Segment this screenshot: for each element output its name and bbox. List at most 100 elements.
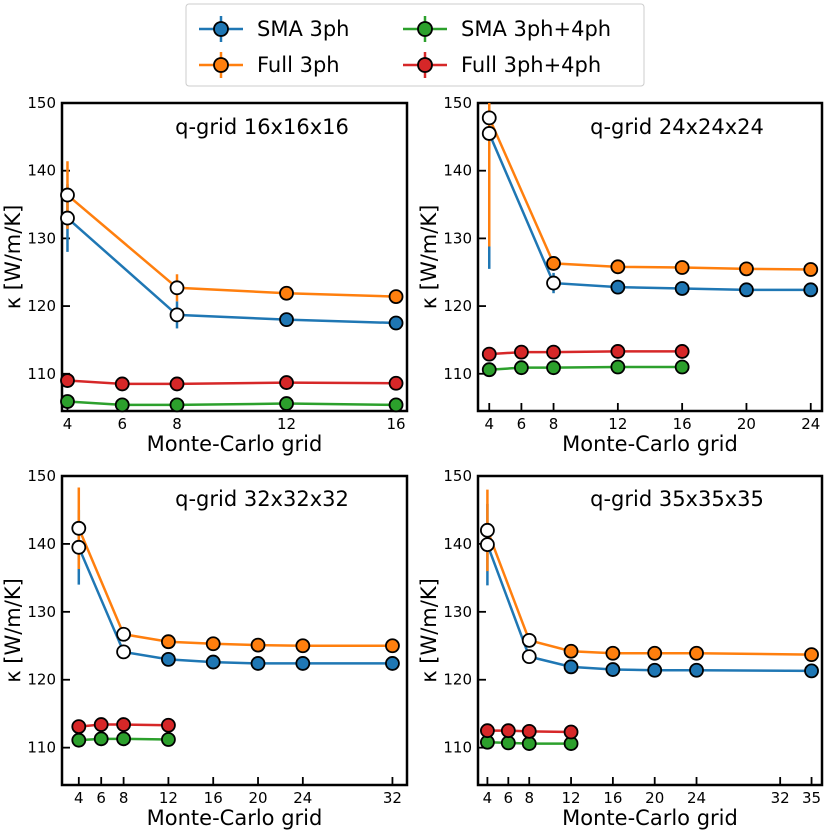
legend-label: Full 3ph+4ph [461, 53, 601, 77]
y-tick-label: 120 [443, 671, 472, 689]
y-tick-label: 130 [443, 229, 472, 247]
y-tick-label: 120 [27, 297, 56, 315]
data-point [521, 649, 537, 665]
series-line [488, 132, 811, 292]
data-point [205, 654, 221, 670]
x-tick-label: 20 [645, 789, 664, 807]
y-tick-label: 120 [443, 297, 472, 315]
panel-title: q-grid 32x32x32 [175, 487, 349, 511]
data-point [647, 662, 663, 678]
y-tick-label: 130 [443, 603, 472, 621]
x-tick-label: 12 [562, 789, 581, 807]
data-point [804, 663, 819, 679]
x-tick-label: 12 [608, 415, 627, 433]
data-point [60, 373, 75, 388]
data-point [647, 645, 663, 661]
data-point [385, 656, 400, 671]
x-tick-label: 8 [119, 789, 129, 807]
data-point [674, 281, 690, 296]
legend-marker [417, 21, 433, 37]
data-point [481, 126, 497, 141]
data-point [169, 307, 185, 323]
x-tick-label: 16 [204, 789, 223, 807]
data-point [388, 289, 404, 305]
y-tick-label: 120 [27, 671, 56, 689]
data-point [521, 723, 537, 739]
data-point [93, 731, 109, 747]
data-point [279, 396, 294, 411]
x-tick-label: 16 [387, 415, 406, 433]
data-point [480, 723, 495, 739]
y-tick-label: 110 [27, 739, 56, 757]
data-point [114, 397, 130, 413]
x-tick-label: 6 [96, 789, 106, 807]
x-tick-label: 20 [737, 415, 756, 433]
x-tick-label: 8 [549, 415, 559, 433]
data-point [514, 360, 529, 376]
series-line [78, 737, 169, 742]
data-point [60, 210, 75, 226]
x-axis-label: Monte-Carlo grid [562, 432, 738, 456]
data-point [116, 626, 132, 642]
x-tick-label: 35 [802, 789, 821, 807]
legend-marker [417, 57, 433, 73]
series-line [78, 723, 169, 728]
data-point [279, 285, 294, 301]
data-point [116, 717, 132, 732]
data-point [388, 315, 404, 331]
data-point [169, 376, 185, 392]
y-tick-label: 140 [443, 535, 472, 553]
y-tick-label: 110 [27, 365, 56, 383]
data-point [546, 344, 561, 360]
y-tick-label: 150 [27, 467, 56, 485]
y-axis-label: κ [W/m/K] [417, 578, 441, 683]
chart-panel-2: 4 6 8 12 16 20 24 110 120 130 140 150 Monte-Carlo gr… [417, 94, 824, 456]
series-line [66, 217, 397, 325]
data-point [71, 719, 87, 734]
plot-frame [476, 101, 824, 413]
x-axis-label: Monte-Carlo grid [147, 432, 323, 456]
x-tick-label: 4 [74, 789, 84, 807]
data-point [610, 279, 626, 295]
x-tick-label: 8 [172, 415, 182, 433]
data-point [739, 261, 754, 277]
data-point [500, 723, 516, 739]
data-point [480, 522, 495, 538]
y-tick-label: 140 [443, 162, 472, 180]
x-tick-label: 4 [484, 415, 494, 433]
data-point [161, 717, 176, 733]
legend-frame [185, 3, 645, 87]
data-point [169, 280, 185, 296]
x-tick-label: 8 [524, 789, 534, 807]
data-point [521, 736, 537, 751]
x-tick-label: 24 [801, 415, 820, 433]
data-point [674, 359, 690, 375]
plot-frame [476, 474, 824, 787]
x-tick-label: 20 [248, 789, 267, 807]
plot-frame [60, 474, 409, 787]
data-point [804, 647, 819, 663]
data-point [93, 717, 109, 732]
panel-title: q-grid 24x24x24 [590, 115, 764, 139]
data-point [546, 275, 561, 291]
data-point [563, 724, 579, 740]
y-tick-label: 130 [27, 603, 56, 621]
data-point [161, 651, 176, 667]
data-point [605, 645, 621, 661]
x-tick-label: 6 [517, 415, 527, 433]
x-tick-label: 16 [603, 789, 622, 807]
data-point [546, 256, 561, 271]
x-axis-label: Monte-Carlo grid [562, 806, 738, 830]
data-point [250, 656, 266, 671]
data-point [161, 732, 176, 747]
y-tick-label: 150 [443, 467, 472, 485]
data-point [739, 282, 754, 298]
data-point [563, 659, 579, 675]
data-point [295, 656, 311, 671]
x-tick-label: 24 [687, 789, 706, 807]
y-axis-label: κ [W/m/K] [1, 578, 25, 683]
data-point [169, 397, 185, 413]
y-tick-label: 150 [443, 94, 472, 112]
plot-frame [60, 101, 409, 413]
